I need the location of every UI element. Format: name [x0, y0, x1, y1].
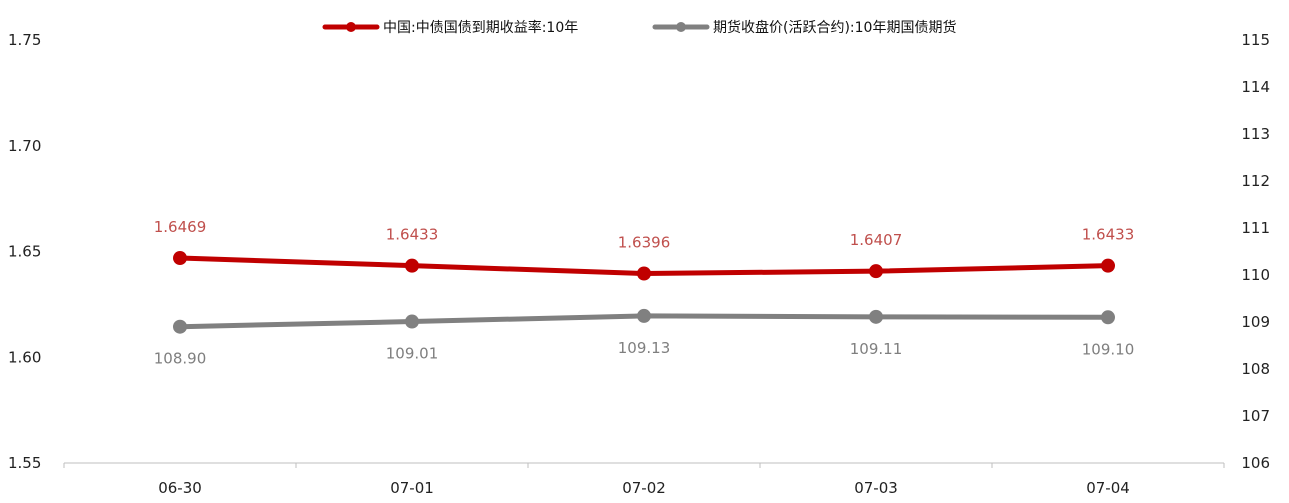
series-layer: 1.6469 1.6433 1.6396 1.6407 1.6433 108.90 109.… — [154, 218, 1135, 368]
data-label: 1.6396 — [618, 233, 671, 251]
data-point — [1101, 310, 1115, 325]
legend-item-1: 中国:中债国债到期收益率:10年 — [322, 19, 578, 36]
data-label: 1.6433 — [1082, 226, 1135, 244]
legend-item-2: 期货收盘价(活跃合约):10年期国债期货 — [652, 19, 956, 36]
x-axis-tick-label: 07-04 — [1086, 479, 1130, 497]
data-label: 1.6407 — [850, 231, 903, 249]
x-axis-tick-label: 06-30 — [158, 479, 202, 497]
left-axis-tick-label: 1.65 — [8, 243, 41, 261]
data-label: 1.6469 — [154, 218, 207, 236]
series-2: 108.90 109.01 109.13 109.11 109.10 — [154, 308, 1135, 368]
x-axis-tick-label: 07-01 — [390, 479, 434, 497]
right-axis-tick-label: 106 — [1241, 454, 1270, 472]
data-label: 109.01 — [386, 345, 439, 363]
data-label: 109.11 — [850, 340, 903, 358]
legend-swatch-marker — [676, 22, 686, 32]
data-point — [173, 319, 187, 334]
data-point — [405, 258, 419, 273]
data-point — [869, 309, 883, 324]
right-axis-tick-label: 114 — [1241, 78, 1270, 96]
right-axis-tick-label: 112 — [1241, 172, 1270, 190]
left-axis-tick-label: 1.55 — [8, 454, 41, 472]
chart-legend: 中国:中债国债到期收益率:10年 期货收盘价(活跃合约):10年期国债期货 — [322, 19, 956, 36]
left-axis-tick-label: 1.60 — [8, 348, 41, 366]
left-y-axis: 1.55 1.60 1.65 1.70 1.75 — [8, 31, 41, 472]
right-y-axis: 106 107 108 109 110 111 112 113 114 115 — [1241, 31, 1270, 472]
data-point — [405, 314, 419, 329]
data-label: 109.10 — [1082, 340, 1135, 358]
legend-label: 期货收盘价(活跃合约):10年期国债期货 — [713, 19, 956, 36]
x-axis: 06-30 07-01 07-02 07-03 07-04 — [63, 462, 1225, 497]
data-point — [173, 251, 187, 266]
right-axis-tick-label: 110 — [1241, 266, 1270, 284]
legend-label: 中国:中债国债到期收益率:10年 — [383, 19, 578, 36]
left-axis-tick-label: 1.75 — [8, 31, 41, 49]
right-axis-tick-label: 107 — [1241, 407, 1270, 425]
right-axis-tick-label: 115 — [1241, 31, 1270, 49]
data-point — [637, 266, 651, 281]
right-axis-tick-label: 111 — [1241, 219, 1270, 237]
right-axis-tick-label: 108 — [1241, 360, 1270, 378]
data-point — [637, 308, 651, 323]
x-axis-tick-label: 07-02 — [622, 479, 666, 497]
data-label: 109.13 — [618, 339, 671, 357]
series-1: 1.6469 1.6433 1.6396 1.6407 1.6433 — [154, 218, 1135, 281]
data-label: 1.6433 — [386, 226, 439, 244]
left-axis-tick-label: 1.70 — [8, 137, 41, 155]
data-point — [1101, 258, 1115, 273]
data-label: 108.90 — [154, 350, 207, 368]
data-point — [869, 264, 883, 279]
right-axis-tick-label: 113 — [1241, 125, 1270, 143]
legend-swatch-marker — [346, 22, 356, 32]
right-axis-tick-label: 109 — [1241, 313, 1270, 331]
x-axis-tick-label: 07-03 — [854, 479, 898, 497]
